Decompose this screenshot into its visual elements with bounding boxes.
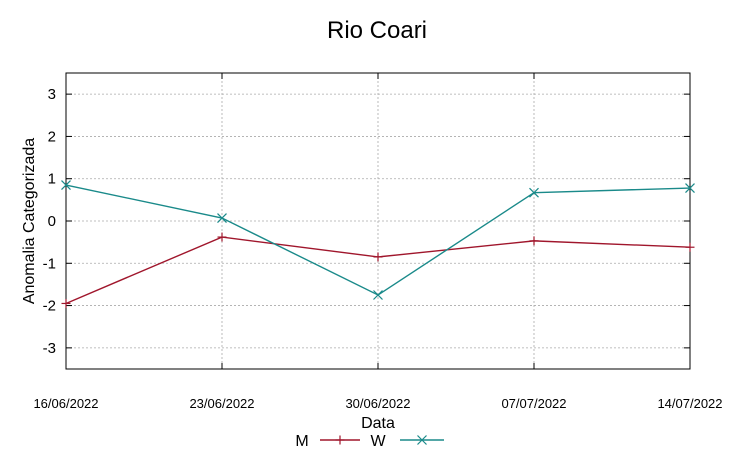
y-tick-label: -2 xyxy=(43,298,56,315)
y-tick-label: -3 xyxy=(43,340,56,357)
y-tick-label: 2 xyxy=(48,128,56,145)
series-layer xyxy=(61,180,695,308)
legend-item: W xyxy=(370,433,444,450)
data-point xyxy=(61,180,71,190)
chart-title: Rio Coari xyxy=(327,17,427,44)
data-point xyxy=(373,290,383,300)
legend-label: W xyxy=(370,433,386,450)
series-m xyxy=(61,232,695,308)
x-axis-label: Data xyxy=(361,415,395,432)
y-axis-label: Anomalia Categorizada xyxy=(21,138,38,304)
data-point xyxy=(685,183,695,193)
y-axis: -3 -2 -1 0 1 2 3 xyxy=(43,86,690,357)
x-tick-label: 16/06/2022 xyxy=(33,396,98,411)
x-tick-label: 14/07/2022 xyxy=(657,396,722,411)
data-point xyxy=(529,187,539,198)
y-tick-label: 3 xyxy=(48,86,56,103)
x-tick-label: 23/06/2022 xyxy=(189,396,254,411)
y-tick-label: 1 xyxy=(48,171,56,188)
data-point xyxy=(217,213,227,223)
legend-item: M xyxy=(295,433,360,450)
x-tick-label: 07/07/2022 xyxy=(501,396,566,411)
series-w xyxy=(61,180,695,300)
y-tick-label: 0 xyxy=(48,213,56,230)
x-axis: 16/06/2022 23/06/2022 30/06/2022 07/07/2022… xyxy=(33,73,723,411)
gridlines xyxy=(66,73,690,369)
legend-label: M xyxy=(295,433,308,450)
y-tick-label: -1 xyxy=(43,255,56,272)
x-tick-label: 30/06/2022 xyxy=(345,396,410,411)
data-point xyxy=(417,435,427,445)
